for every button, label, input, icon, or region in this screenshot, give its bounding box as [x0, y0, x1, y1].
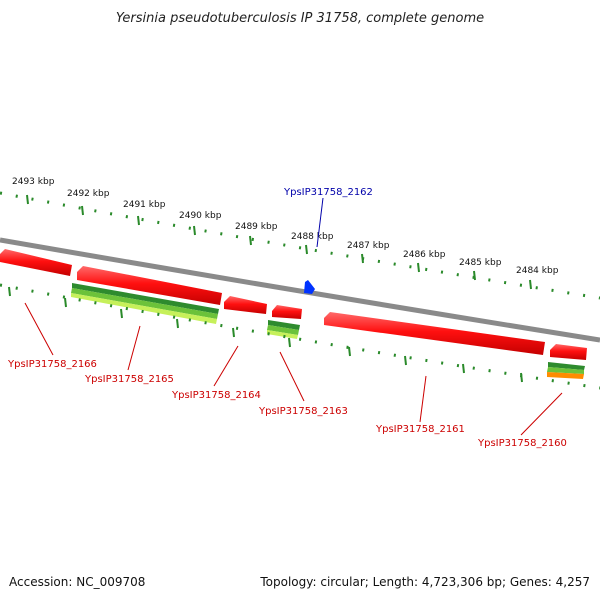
outer-tick-dots — [0, 191, 600, 300]
feature-bar-mid-green — [547, 367, 584, 374]
gene-labels: YpsIP31758_2166 YpsIP31758_2165 YpsIP317… — [7, 359, 567, 449]
gene-ypsip31758-2163[interactable] — [272, 305, 302, 319]
feature-bar-dark-green — [268, 320, 300, 330]
feature-bar-mid-green — [267, 325, 299, 335]
inner-major-ticks — [8, 286, 523, 383]
page-title: Yersinia pseudotuberculosis IP 31758, co… — [116, 11, 484, 26]
kbp-label: 2489 kbp — [235, 222, 278, 232]
gene-label: YpsIP31758_2160 — [477, 438, 567, 449]
inner-scale-ring — [0, 283, 600, 390]
gene-label: YpsIP31758_2164 — [171, 390, 261, 401]
feature-bar-light-green — [71, 293, 217, 324]
gene-label: YpsIP31758_2161 — [375, 424, 465, 435]
inner-tick-dots — [0, 283, 600, 390]
feature-bar-dark-green — [548, 362, 585, 370]
accession-text: Accession: NC_009708 — [9, 575, 145, 589]
gene-arrow[interactable] — [304, 280, 315, 294]
feature-bar-light-green — [267, 330, 298, 339]
gene-ypsip31758-2161[interactable] — [324, 312, 545, 355]
gene-ypsip31758-2160[interactable] — [550, 344, 587, 360]
gene-ypsip31758-2165[interactable] — [77, 266, 222, 305]
kbp-label: 2486 kbp — [403, 250, 446, 260]
outer-scale-ring — [0, 191, 600, 300]
gene-leader-line — [316, 197, 324, 248]
feature-bar-dark-green — [72, 283, 219, 314]
gene-label: YpsIP31758_2165 — [84, 374, 174, 385]
feature-bar-orange — [547, 372, 584, 379]
reverse-strand-genes — [0, 249, 587, 360]
kbp-label: 2490 kbp — [179, 211, 222, 221]
kbp-labels: 2493 kbp 2492 kbp 2491 kbp 2490 kbp 2489… — [12, 177, 559, 276]
gene-leader-lines — [24, 302, 563, 436]
kbp-label: 2484 kbp — [516, 266, 559, 276]
feature-bar-mid-green — [71, 288, 218, 319]
kbp-label: 2492 kbp — [67, 189, 110, 199]
genome-backbone — [0, 237, 600, 343]
gene-ypsip31758-2166[interactable] — [0, 249, 72, 276]
kbp-label: 2491 kbp — [123, 200, 166, 210]
outer-major-ticks — [26, 194, 532, 290]
gene-label: YpsIP31758_2162 — [283, 187, 373, 198]
gene-label: YpsIP31758_2166 — [7, 359, 97, 370]
gene-ypsip31758-2164[interactable] — [224, 296, 267, 314]
gene-label: YpsIP31758_2163 — [258, 406, 348, 417]
genome-summary-text: Topology: circular; Length: 4,723,306 bp… — [259, 575, 590, 589]
kbp-label: 2488 kbp — [291, 232, 334, 242]
kbp-label: 2485 kbp — [459, 258, 502, 268]
gene-ypsip31758-2162[interactable]: YpsIP31758_2162 — [283, 187, 373, 294]
kbp-label: 2487 kbp — [347, 241, 390, 251]
feature-tracks — [71, 283, 585, 379]
kbp-label: 2493 kbp — [12, 177, 55, 187]
